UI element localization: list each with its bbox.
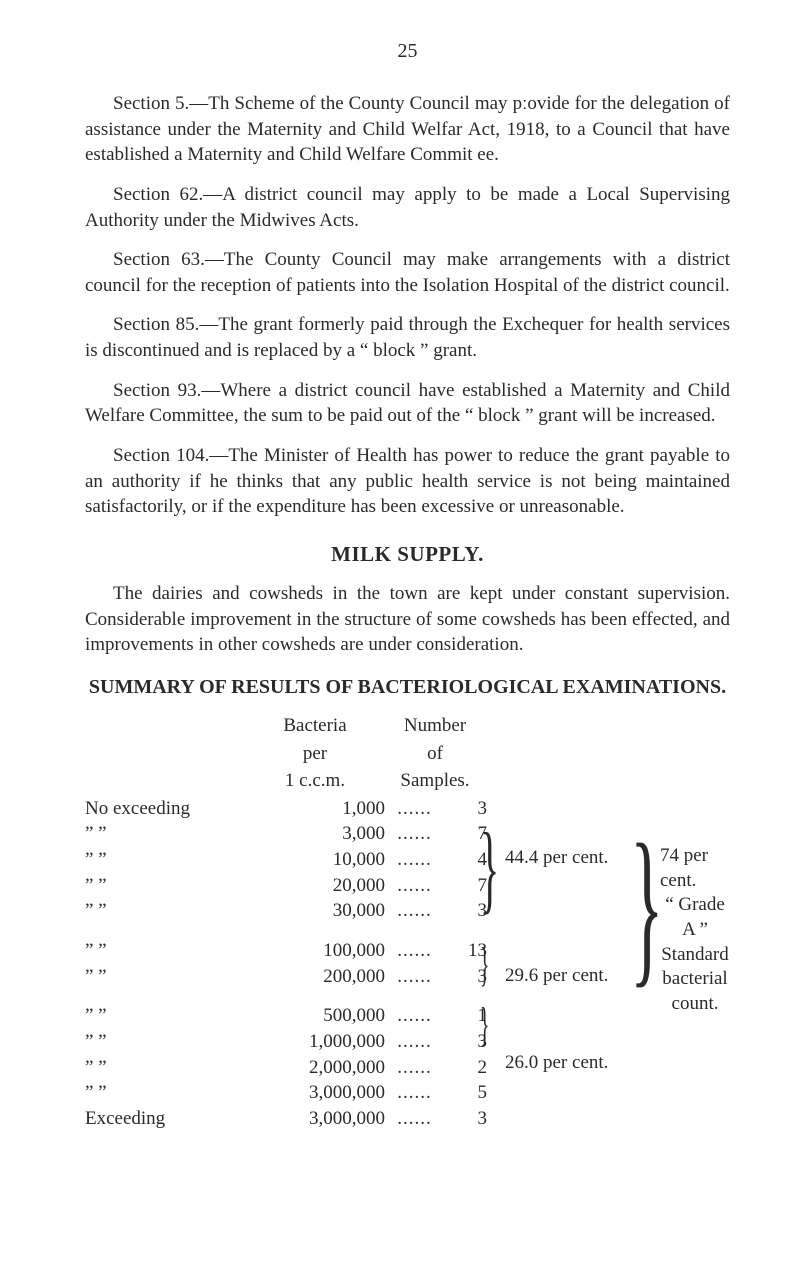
dots: ...... [397,938,432,964]
row-num: 3 [432,1106,497,1132]
row-value: 100,000 [245,938,397,964]
table-row: ” ” 3,000 ...... 7 [85,821,730,847]
right-note: 74 per cent. “ Grade A ” Standard bacter… [660,844,730,1017]
row-num: 2 [432,1055,497,1081]
section-85-para: Section 85.—The grant formerly paid thro… [85,312,730,363]
milk-supply-heading: MILK SUPPLY. [85,542,730,567]
right-note-line: “ Grade [660,893,730,918]
row-value: 200,000 [245,964,397,990]
summary-table: Bacteria Number per of 1 c.c.m. Samples.… [85,713,730,1132]
percent-44-4: 44.4 per cent. [505,846,608,871]
row-value: 3,000 [245,821,397,847]
row-label: Exceeding [85,1106,245,1132]
section-5-para: Section 5.—Th Scheme of the County Counc… [85,91,730,168]
milk-supply-para: The dairies and cowsheds in the town are… [85,581,730,658]
table-header-row: Bacteria Number [85,713,730,739]
header-number: Number [385,713,485,739]
row-label: ” ” [85,1080,245,1106]
section-104-para: Section 104.—The Minister of Health has … [85,443,730,520]
row-label: ” ” [85,898,245,924]
right-note-line: count. [660,992,730,1017]
row-value: 3,000,000 [245,1080,397,1106]
row-num: 1 [432,1003,497,1029]
row-num: 7 [432,873,497,899]
header-ccm: 1 c.c.m. [245,768,385,794]
right-note-line: bacterial [660,967,730,992]
row-label: ” ” [85,1055,245,1081]
header-per: per [245,741,385,767]
dots: ...... [397,821,432,847]
percent-29-6: 29.6 per cent. [505,964,608,989]
right-note-line: A ” [660,918,730,943]
header-of: of [385,741,485,767]
section-62-para: Section 62.—A district council may apply… [85,182,730,233]
row-label: ” ” [85,1029,245,1055]
group-1: No exceeding 1,000 ...... 3 ” ” 3,000 ..… [85,796,730,1132]
row-num: 3 [432,964,497,990]
table-header-row: per of [85,741,730,767]
row-label: No exceeding [85,796,245,822]
row-num: 5 [432,1080,497,1106]
row-label: ” ” [85,873,245,899]
dots: ...... [397,847,432,873]
table-row: ” ” 2,000,000 ...... 2 [85,1055,730,1081]
right-note-line: 74 per cent. [660,844,730,893]
row-label: ” ” [85,821,245,847]
row-value: 1,000,000 [245,1029,397,1055]
row-value: 30,000 [245,898,397,924]
row-num: 3 [432,898,497,924]
dots: ...... [397,873,432,899]
table-row: ” ” 1,000,000 ...... 3 [85,1029,730,1055]
header-samples: Samples. [385,768,485,794]
table-row: No exceeding 1,000 ...... 3 [85,796,730,822]
row-value: 2,000,000 [245,1055,397,1081]
row-label: ” ” [85,847,245,873]
percent-26-0: 26.0 per cent. [505,1051,608,1076]
row-num: 4 [432,847,497,873]
section-93-para: Section 93.—Where a district council hav… [85,378,730,429]
row-label: ” ” [85,964,245,990]
table-row: ” ” 200,000 ...... 3 [85,964,730,990]
dots: ...... [397,1106,432,1132]
row-value: 1,000 [245,796,397,822]
row-num: 13 [432,938,497,964]
page: 25 Section 5.—Th Scheme of the County Co… [0,0,800,1279]
row-value: 500,000 [245,1003,397,1029]
dots: ...... [397,1003,432,1029]
dots: ...... [397,1055,432,1081]
row-value: 3,000,000 [245,1106,397,1132]
dots: ...... [397,1080,432,1106]
dots: ...... [397,796,432,822]
dots: ...... [397,898,432,924]
header-bacteria: Bacteria [245,713,385,739]
summary-heading: SUMMARY OF RESULTS OF BACTERIOLOGICAL EX… [85,676,730,699]
table-header-row: 1 c.c.m. Samples. [85,768,730,794]
row-label: ” ” [85,938,245,964]
table-row: ” ” 20,000 ...... 7 [85,873,730,899]
page-number: 25 [85,40,730,63]
table-row: ” ” 100,000 ...... 13 [85,938,730,964]
right-note-line: Standard [660,943,730,968]
dots: ...... [397,1029,432,1055]
row-num: 3 [432,796,497,822]
table-row: ” ” 3,000,000 ...... 5 [85,1080,730,1106]
row-value: 10,000 [245,847,397,873]
table-row: ” ” 10,000 ...... 4 [85,847,730,873]
table-row: Exceeding 3,000,000 ...... 3 [85,1106,730,1132]
row-value: 20,000 [245,873,397,899]
dots: ...... [397,964,432,990]
section-63-para: Section 63.—The County Council may make … [85,247,730,298]
row-label: ” ” [85,1003,245,1029]
row-num: 7 [432,821,497,847]
row-num: 3 [432,1029,497,1055]
table-row: ” ” 30,000 ...... 3 [85,898,730,924]
table-row: ” ” 500,000 ...... 1 [85,1003,730,1029]
